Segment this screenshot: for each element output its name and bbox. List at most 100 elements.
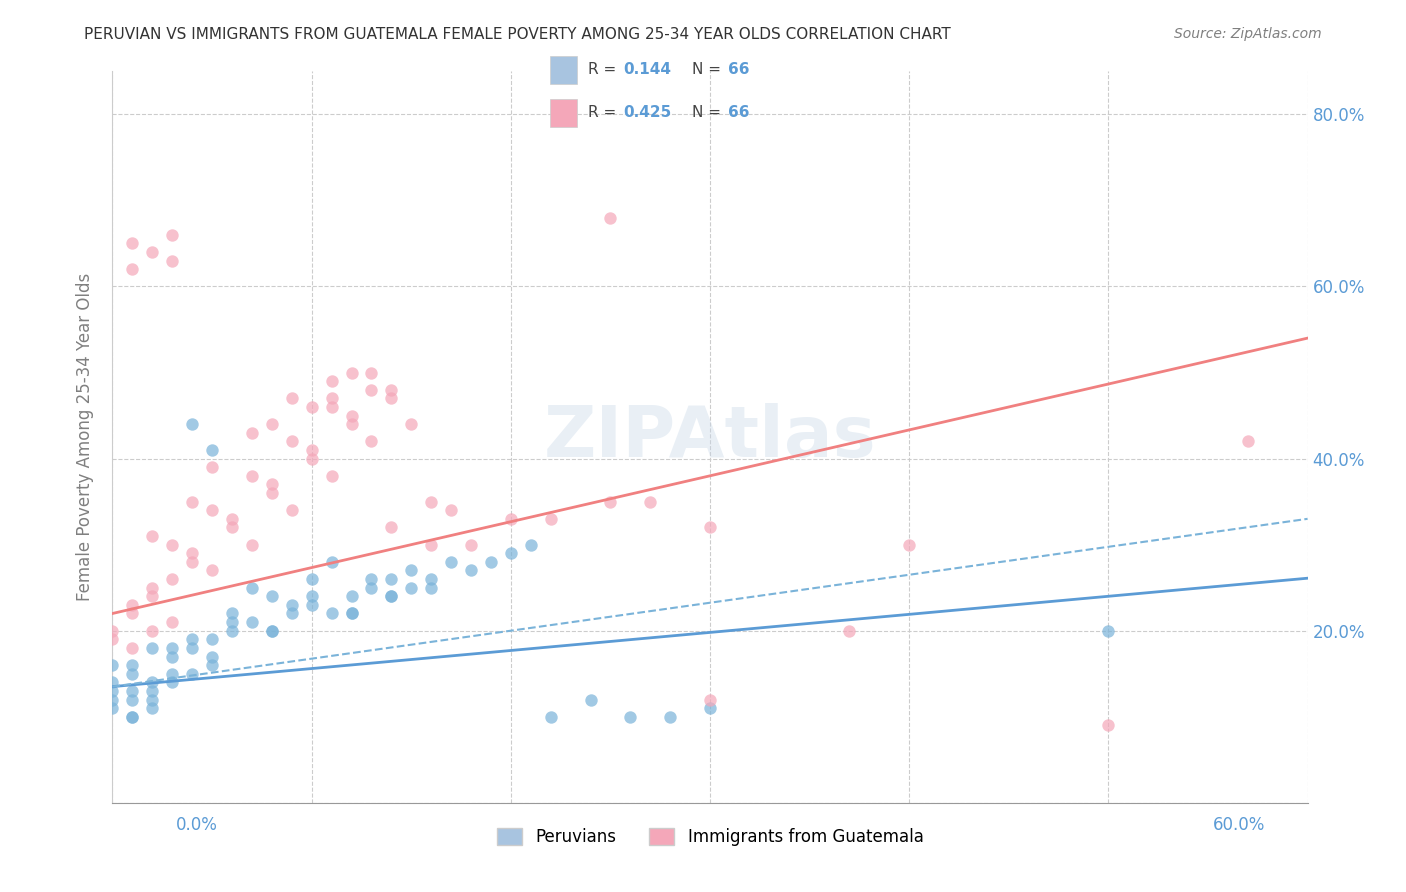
Point	[201, 503, 224, 517]
Point	[321, 555, 343, 569]
Point	[1097, 624, 1119, 638]
Point	[340, 409, 363, 423]
Point	[221, 615, 243, 629]
Point	[121, 692, 143, 706]
Text: 66: 66	[728, 62, 749, 78]
Point	[321, 607, 343, 621]
Text: 0.425: 0.425	[624, 105, 672, 120]
Point	[141, 684, 163, 698]
Point	[420, 538, 443, 552]
Point	[420, 581, 443, 595]
Point	[281, 503, 304, 517]
Point	[141, 581, 163, 595]
Point	[440, 503, 463, 517]
Point	[640, 494, 662, 508]
Point	[121, 236, 143, 251]
Point	[101, 692, 124, 706]
Point	[599, 211, 621, 225]
Point	[162, 615, 183, 629]
Point	[380, 383, 402, 397]
Point	[281, 607, 304, 621]
Point	[121, 658, 143, 673]
Point	[201, 632, 224, 647]
Point	[360, 581, 382, 595]
Point	[240, 425, 263, 440]
Point	[340, 607, 363, 621]
Point	[360, 383, 382, 397]
Point	[162, 640, 183, 655]
Point	[181, 417, 204, 432]
Point	[101, 658, 124, 673]
Point	[401, 581, 423, 595]
Text: PERUVIAN VS IMMIGRANTS FROM GUATEMALA FEMALE POVERTY AMONG 25-34 YEAR OLDS CORRE: PERUVIAN VS IMMIGRANTS FROM GUATEMALA FE…	[84, 27, 950, 42]
Point	[838, 624, 860, 638]
Point	[401, 564, 423, 578]
Point	[181, 666, 204, 681]
Point	[101, 675, 124, 690]
Point	[201, 564, 224, 578]
Text: N =: N =	[692, 105, 725, 120]
Point	[162, 666, 183, 681]
Point	[301, 400, 323, 414]
Point	[260, 477, 283, 491]
Point	[101, 624, 124, 638]
Text: N =: N =	[692, 62, 725, 78]
Point	[321, 392, 343, 406]
Point	[898, 538, 921, 552]
Point	[599, 494, 621, 508]
Point	[201, 649, 224, 664]
Point	[321, 468, 343, 483]
Point	[240, 615, 263, 629]
Point	[201, 658, 224, 673]
Point	[479, 555, 502, 569]
Text: 0.0%: 0.0%	[176, 816, 218, 834]
Point	[699, 520, 721, 534]
Point	[321, 400, 343, 414]
Point	[141, 589, 163, 603]
Point	[162, 675, 183, 690]
Point	[141, 692, 163, 706]
Legend: Peruvians, Immigrants from Guatemala: Peruvians, Immigrants from Guatemala	[489, 822, 931, 853]
Point	[380, 392, 402, 406]
Point	[321, 374, 343, 388]
Point	[221, 624, 243, 638]
Point	[460, 538, 482, 552]
Point	[699, 701, 721, 715]
Point	[121, 684, 143, 698]
Text: R =: R =	[588, 105, 621, 120]
Point	[380, 520, 402, 534]
Y-axis label: Female Poverty Among 25-34 Year Olds: Female Poverty Among 25-34 Year Olds	[76, 273, 94, 601]
Point	[340, 607, 363, 621]
Bar	[550, 56, 576, 84]
Point	[181, 494, 204, 508]
Point	[579, 692, 602, 706]
Point	[499, 512, 522, 526]
Point	[380, 572, 402, 586]
Point	[201, 460, 224, 475]
Point	[281, 392, 304, 406]
Point	[141, 245, 163, 260]
Point	[162, 538, 183, 552]
Point	[301, 451, 323, 466]
Point	[121, 640, 143, 655]
Point	[340, 417, 363, 432]
Point	[499, 546, 522, 560]
Point	[540, 512, 562, 526]
Point	[401, 417, 423, 432]
Point	[121, 598, 143, 612]
Text: Source: ZipAtlas.com: Source: ZipAtlas.com	[1174, 27, 1322, 41]
Point	[162, 649, 183, 664]
Point	[260, 589, 283, 603]
Point	[181, 632, 204, 647]
Point	[420, 494, 443, 508]
Point	[699, 692, 721, 706]
Point	[440, 555, 463, 569]
Point	[121, 710, 143, 724]
Text: ZIPAtlas: ZIPAtlas	[544, 402, 876, 472]
Point	[281, 598, 304, 612]
Point	[301, 589, 323, 603]
Point	[141, 675, 163, 690]
Point	[101, 632, 124, 647]
Point	[121, 262, 143, 277]
Point	[141, 701, 163, 715]
